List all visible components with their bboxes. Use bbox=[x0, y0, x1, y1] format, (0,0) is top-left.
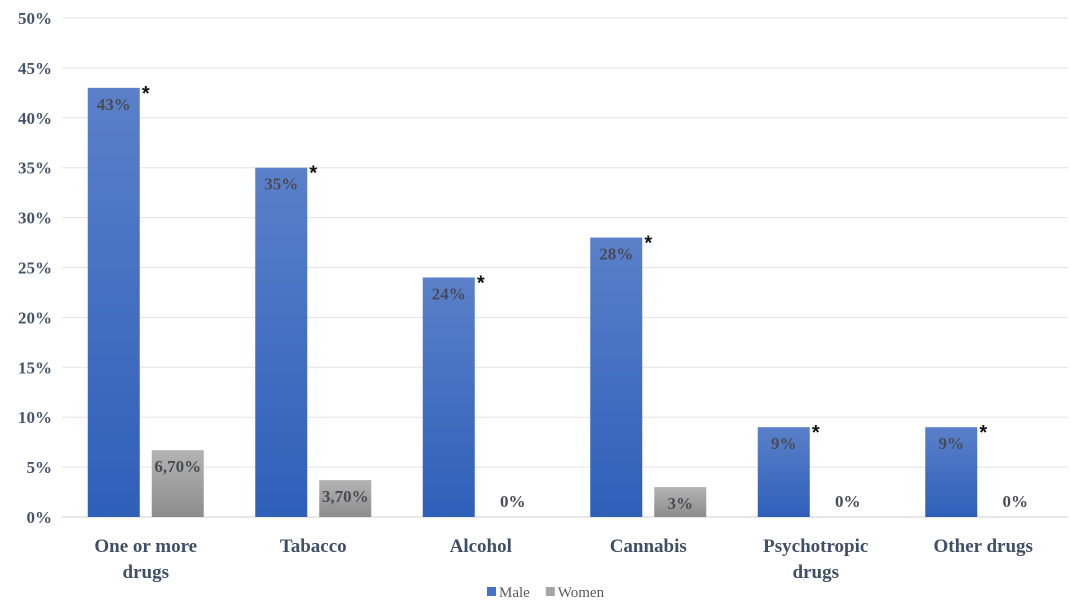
x-axis: One or more drugs Tabacco Alcohol Cannabis Ps… bbox=[94, 536, 1033, 583]
data-label: 0% bbox=[500, 492, 526, 511]
y-tick-label: 0% bbox=[27, 508, 53, 527]
legend-swatch-male bbox=[487, 587, 496, 596]
x-category-label: Alcohol bbox=[450, 536, 512, 557]
data-label: 35% bbox=[264, 175, 298, 194]
y-tick-label: 50% bbox=[18, 9, 52, 28]
gridlines bbox=[62, 17, 1068, 518]
bar-male bbox=[422, 277, 475, 517]
bar-male bbox=[255, 167, 308, 517]
y-tick-label: 40% bbox=[18, 109, 52, 128]
y-tick-label: 25% bbox=[18, 259, 52, 278]
data-label: 9% bbox=[939, 434, 965, 453]
y-axis: 0% 5% 10% 15% 20% 25% 30% 35% 40% 45% 50% bbox=[18, 9, 52, 527]
y-tick-label: 5% bbox=[27, 458, 53, 477]
x-category-label: One or more bbox=[94, 536, 197, 557]
bar-male bbox=[590, 237, 643, 517]
significance-marker: * bbox=[979, 422, 987, 444]
bar-male bbox=[87, 87, 140, 518]
data-label: 24% bbox=[432, 284, 466, 303]
y-tick-label: 45% bbox=[18, 59, 52, 78]
data-label: 9% bbox=[771, 434, 797, 453]
bars bbox=[87, 87, 978, 518]
legend-swatch-women bbox=[545, 587, 555, 596]
legend-label: Male bbox=[499, 585, 530, 601]
legend: Male Women bbox=[487, 585, 605, 601]
x-category-label: drugs bbox=[123, 562, 169, 583]
x-category-label: Tabacco bbox=[280, 536, 347, 557]
y-tick-label: 15% bbox=[18, 358, 52, 377]
y-tick-label: 20% bbox=[18, 308, 52, 327]
bar-male bbox=[925, 427, 978, 517]
y-tick-label: 35% bbox=[18, 159, 52, 178]
bar-male bbox=[757, 427, 810, 517]
bar-women bbox=[319, 480, 372, 517]
y-tick-label: 10% bbox=[18, 408, 52, 427]
bar-women bbox=[654, 487, 707, 517]
significance-marker: * bbox=[477, 272, 485, 294]
x-category-label: drugs bbox=[793, 562, 839, 583]
data-label: 6,70% bbox=[154, 457, 201, 476]
significance-marker: * bbox=[812, 422, 820, 444]
data-labels: 43% * 6,70% 35% * 3,70% 24% * 0% 28% * 3% 9% * 0% 9% * 0% bbox=[97, 83, 1028, 513]
x-category-label: Psychotropic bbox=[763, 536, 868, 557]
significance-marker: * bbox=[309, 163, 317, 185]
significance-marker: * bbox=[644, 233, 652, 255]
data-label: 0% bbox=[835, 492, 861, 511]
data-label: 43% bbox=[97, 95, 131, 114]
significance-marker: * bbox=[142, 83, 150, 105]
y-tick-label: 30% bbox=[18, 209, 52, 228]
data-label: 28% bbox=[599, 245, 633, 264]
bar-women bbox=[151, 450, 204, 517]
legend-label: Women bbox=[558, 585, 605, 601]
x-category-label: Other drugs bbox=[934, 536, 1033, 557]
x-category-label: Cannabis bbox=[610, 536, 687, 557]
data-label: 0% bbox=[1003, 492, 1029, 511]
data-label: 3,70% bbox=[322, 487, 369, 506]
data-label: 3% bbox=[668, 494, 694, 513]
